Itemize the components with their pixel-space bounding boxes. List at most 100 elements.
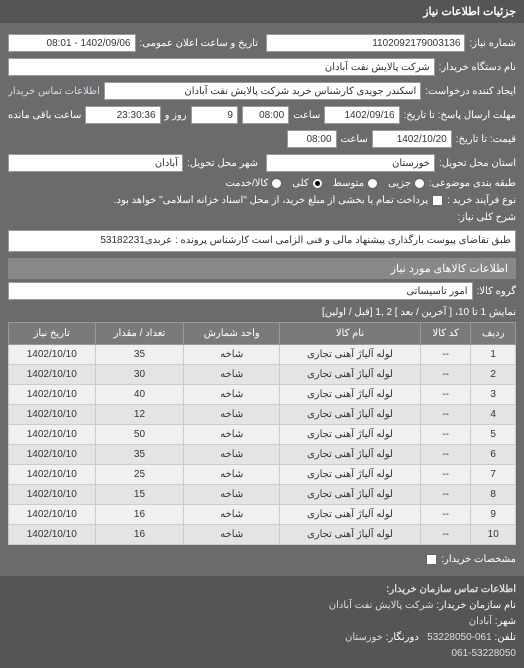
buyer-name-label: نام دستگاه خریدار: <box>439 62 516 73</box>
col-5[interactable]: تاریخ نیاز <box>9 323 96 345</box>
deadline-label: مهلت ارسال پاسخ: تا تاریخ: <box>404 110 516 121</box>
table-row[interactable]: 7--لوله آلیاژ آهنی تجاریشاخه251402/10/10 <box>9 465 516 485</box>
table-cell: 8 <box>471 485 516 505</box>
buyer-contact-checkbox[interactable] <box>426 554 437 565</box>
time-label-2: ساعت <box>341 134 368 145</box>
col-1[interactable]: کد کالا <box>420 323 470 345</box>
table-cell: 6 <box>471 445 516 465</box>
packing-label: طبقه بندی موضوعی: <box>429 178 516 189</box>
col-3[interactable]: واحد شمارش <box>184 323 280 345</box>
footer-tel: 061-53228050 <box>427 632 492 643</box>
payment-checkbox[interactable] <box>432 195 443 206</box>
table-cell: شاخه <box>184 505 280 525</box>
main-panel: شماره نیاز: 1102092179003136 تاریخ و ساع… <box>0 23 524 576</box>
time-label-1: ساعت <box>293 110 320 121</box>
table-cell: 35 <box>95 445 184 465</box>
goods-section-title: اطلاعات کالاهای مورد نیاز <box>8 258 516 279</box>
deadline-date-field: 1402/09/16 <box>324 106 399 124</box>
table-cell: -- <box>420 345 470 365</box>
table-cell: 1402/10/10 <box>9 505 96 525</box>
table-row[interactable]: 4--لوله آلیاژ آهنی تجاریشاخه121402/10/10 <box>9 405 516 425</box>
radio-option-3[interactable] <box>271 178 282 189</box>
goods-table: ردیف کد کالا نام کالا واحد شمارش تعداد /… <box>8 322 516 545</box>
table-row[interactable]: 9--لوله آلیاژ آهنی تجاریشاخه161402/10/10 <box>9 505 516 525</box>
table-cell: شاخه <box>184 425 280 445</box>
requester-label: ایجاد کننده درخواست: <box>425 86 516 97</box>
table-cell: -- <box>420 405 470 425</box>
table-cell: 16 <box>95 525 184 545</box>
city-label: شهر محل تحویل: <box>187 158 258 169</box>
table-row[interactable]: 1--لوله آلیاژ آهنی تجاریشاخه351402/10/10 <box>9 345 516 365</box>
table-cell: 9 <box>471 505 516 525</box>
table-cell: -- <box>420 525 470 545</box>
table-cell: شاخه <box>184 525 280 545</box>
table-cell: لوله آلیاژ آهنی تجاری <box>280 345 421 365</box>
table-cell: لوله آلیاژ آهنی تجاری <box>280 385 421 405</box>
table-cell: لوله آلیاژ آهنی تجاری <box>280 445 421 465</box>
table-cell: 40 <box>95 385 184 405</box>
payment-label: نوع فرآیند خرید : <box>447 195 516 206</box>
table-cell: 1402/10/10 <box>9 445 96 465</box>
buyer-name-field: شرکت پالایش نفت آبادان <box>8 58 435 76</box>
table-cell: 25 <box>95 465 184 485</box>
footer-org: شرکت پالایش نفت آبادان <box>329 600 434 611</box>
table-cell: شاخه <box>184 405 280 425</box>
table-cell: -- <box>420 425 470 445</box>
page-title: جزئیات اطلاعات نیاز <box>0 0 524 23</box>
table-cell: 2 <box>471 365 516 385</box>
table-cell: لوله آلیاژ آهنی تجاری <box>280 525 421 545</box>
footer-fax: خوزستان <box>345 632 383 643</box>
table-cell: -- <box>420 385 470 405</box>
footer-city-label: شهر: <box>495 616 516 627</box>
table-cell: شاخه <box>184 365 280 385</box>
table-row[interactable]: 3--لوله آلیاژ آهنی تجاریشاخه401402/10/10 <box>9 385 516 405</box>
radio-option-2[interactable] <box>312 178 323 189</box>
col-0[interactable]: ردیف <box>471 323 516 345</box>
table-cell: شاخه <box>184 345 280 365</box>
footer-tel-label: تلفن: <box>494 632 516 643</box>
table-cell: 15 <box>95 485 184 505</box>
col-4[interactable]: تعداد / مقدار <box>95 323 184 345</box>
pager[interactable]: نمایش 1 تا 10، [ آخرین / بعد ] 2 ,1 [قبل… <box>8 303 516 322</box>
table-cell: 16 <box>95 505 184 525</box>
group-field: امور تاسیساتی <box>8 282 473 300</box>
payment-note: پرداخت تمام یا بخشی از مبلغ خرید، از محل… <box>114 195 428 206</box>
desc-field: طبق تقاضای پیوست بارگذاری پیشنهاد مالی و… <box>8 230 516 252</box>
table-row[interactable]: 2--لوله آلیاژ آهنی تجاریشاخه301402/10/10 <box>9 365 516 385</box>
deadline-time-field: 08:00 <box>242 106 289 124</box>
radio-label-3: کالا/خدمت <box>225 178 268 189</box>
table-cell: لوله آلیاژ آهنی تجاری <box>280 365 421 385</box>
table-cell: 1402/10/10 <box>9 425 96 445</box>
table-cell: -- <box>420 365 470 385</box>
province-label: استان محل تحویل: <box>439 158 516 169</box>
footer-city: آبادان <box>469 616 492 627</box>
table-cell: 5 <box>471 425 516 445</box>
table-row[interactable]: 10--لوله آلیاژ آهنی تجاریشاخه161402/10/1… <box>9 525 516 545</box>
request-no-label: شماره نیاز: <box>469 38 516 49</box>
radio-label-2: کلی <box>292 178 308 189</box>
col-2[interactable]: نام کالا <box>280 323 421 345</box>
table-cell: 1 <box>471 345 516 365</box>
table-cell: 35 <box>95 345 184 365</box>
request-no-field: 1102092179003136 <box>266 34 465 52</box>
table-cell: -- <box>420 465 470 485</box>
validity-time-field: 08:00 <box>287 130 337 148</box>
table-row[interactable]: 5--لوله آلیاژ آهنی تجاریشاخه501402/10/10 <box>9 425 516 445</box>
footer-title: اطلاعات تماس سازمان خریدار: <box>8 582 516 598</box>
table-cell: لوله آلیاژ آهنی تجاری <box>280 405 421 425</box>
public-datetime-field: 1402/09/06 - 08:01 <box>8 34 136 52</box>
table-cell: لوله آلیاژ آهنی تجاری <box>280 425 421 445</box>
validity-date-field: 1402/10/20 <box>372 130 452 148</box>
radio-option-0[interactable] <box>414 178 425 189</box>
days-label: روز و <box>165 110 187 121</box>
footer-panel: اطلاعات تماس سازمان خریدار: نام سازمان خ… <box>0 576 524 668</box>
table-cell: -- <box>420 505 470 525</box>
table-row[interactable]: 8--لوله آلیاژ آهنی تجاریشاخه151402/10/10 <box>9 485 516 505</box>
group-label: گروه کالا: <box>477 286 516 297</box>
table-row[interactable]: 6--لوله آلیاژ آهنی تجاریشاخه351402/10/10 <box>9 445 516 465</box>
buyer-contact-link[interactable]: اطلاعات تماس خریدار <box>8 86 100 97</box>
table-cell: 1402/10/10 <box>9 525 96 545</box>
radio-option-1[interactable] <box>367 178 378 189</box>
province-field: خوزستان <box>266 154 435 172</box>
footer-fax2: 061-53228050 <box>451 648 516 659</box>
